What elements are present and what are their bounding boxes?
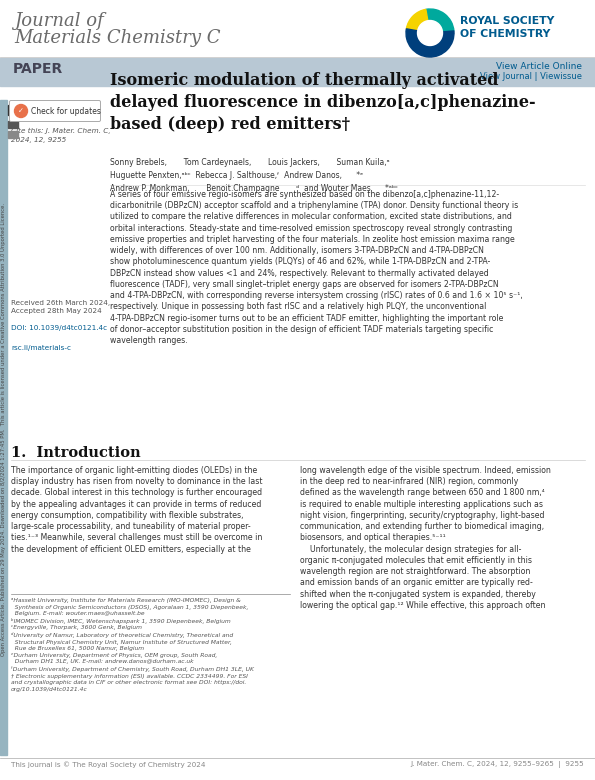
Circle shape [418, 20, 443, 45]
Bar [0, 100, 7, 755]
Text: Materials Chemistry C: Materials Chemistry C [14, 29, 221, 47]
Text: 1.  Introduction: 1. Introduction [11, 446, 140, 460]
Text: OF CHEMISTRY: OF CHEMISTRY [460, 29, 550, 39]
Text: The importance of organic light-emitting diodes (OLEDs) in the
display industry : The importance of organic light-emitting… [11, 466, 262, 554]
Text: DOI: 10.1039/d4tc0121.4c: DOI: 10.1039/d4tc0121.4c [11, 325, 107, 331]
Wedge shape [426, 9, 454, 33]
Text: ✓: ✓ [18, 108, 24, 114]
Bar [8, 105, 18, 115]
Text: PAPER: PAPER [13, 62, 63, 76]
Wedge shape [406, 29, 454, 57]
Text: View Article Online: View Article Online [496, 62, 582, 71]
Bar [0, 58, 595, 86]
FancyBboxPatch shape [10, 101, 101, 122]
Text: This journal is © The Royal Society of Chemistry 2024: This journal is © The Royal Society of C… [11, 761, 205, 768]
Text: View Journal | Viewissue: View Journal | Viewissue [480, 72, 582, 81]
Text: Sonny Brebels,       Tom Cardeynaels,       Louis Jackers,       Suman Kuila,ᵃ
H: Sonny Brebels, Tom Cardeynaels, Louis Ja… [110, 158, 398, 193]
Text: Check for updates: Check for updates [31, 107, 101, 115]
Bar [8, 121, 18, 128]
Wedge shape [406, 9, 430, 33]
Text: A series of four emissive regio-isomers are synthesized based on the dibenzo[a,c: A series of four emissive regio-isomers … [110, 190, 523, 345]
Text: J. Mater. Chem. C, 2024, 12, 9255–9265  |  9255: J. Mater. Chem. C, 2024, 12, 9255–9265 |… [410, 761, 584, 768]
Text: Open Access Article. Published on 29 May 2024. Downloaded on 8/2/2024 1:27:45 PM: Open Access Article. Published on 29 May… [1, 204, 6, 657]
Text: ROYAL SOCIETY: ROYAL SOCIETY [460, 16, 555, 26]
Text: rsc.li/materials-c: rsc.li/materials-c [11, 345, 71, 351]
Text: Cite this: J. Mater. Chem. C,: Cite this: J. Mater. Chem. C, [11, 128, 111, 134]
Bar [8, 131, 18, 138]
Text: Received 26th March 2024,: Received 26th March 2024, [11, 300, 110, 306]
Circle shape [14, 105, 27, 118]
Text: Isomeric modulation of thermally activated
delayed fluorescence in dibenzo[a,c]p: Isomeric modulation of thermally activat… [110, 72, 536, 133]
Text: 2024, 12, 9255: 2024, 12, 9255 [11, 137, 66, 143]
Text: Journal of: Journal of [14, 12, 104, 30]
Text: Accepted 28th May 2024: Accepted 28th May 2024 [11, 308, 102, 314]
Text: long wavelength edge of the visible spectrum. Indeed, emission
in the deep red t: long wavelength edge of the visible spec… [300, 466, 551, 610]
Text: ᵃHasselt University, Institute for Materials Research (IMO-IMOMEC), Design &
  S: ᵃHasselt University, Institute for Mater… [11, 598, 254, 692]
